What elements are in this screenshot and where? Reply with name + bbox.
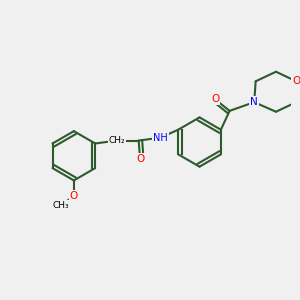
Text: N: N — [250, 97, 258, 107]
Text: O: O — [136, 154, 144, 164]
Text: NH: NH — [153, 133, 168, 143]
Text: CH₂: CH₂ — [109, 136, 125, 145]
Text: CH₃: CH₃ — [52, 201, 69, 210]
Text: O: O — [292, 76, 300, 86]
Text: O: O — [211, 94, 219, 104]
Text: O: O — [70, 191, 78, 201]
